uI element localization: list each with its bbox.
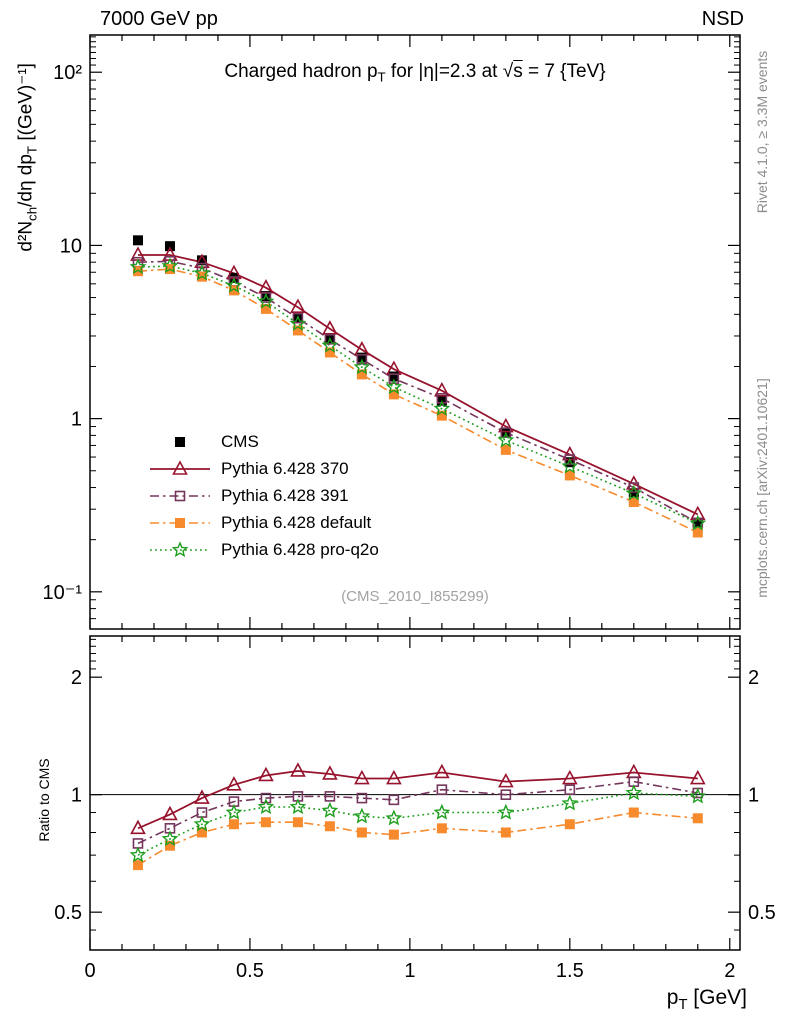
title-text: Charged hadron p — [224, 61, 378, 82]
legend-label-pythia-pro-q2o: Pythia 6.428 pro-q2o — [221, 539, 379, 559]
legend-label-cms: CMS — [221, 431, 259, 451]
legend-item-pythia-370: Pythia 6.428 370 — [148, 455, 379, 482]
legend-label-pythia-370: Pythia 6.428 370 — [221, 458, 349, 478]
svg-text:1.5: 1.5 — [556, 960, 584, 982]
pythia-391-marker-icon — [150, 490, 210, 501]
legend-item-cms: CMS — [148, 428, 379, 455]
svg-text:10⁻¹: 10⁻¹ — [43, 582, 83, 604]
svg-text:0.5: 0.5 — [748, 902, 776, 924]
pythia-370-marker-icon — [150, 459, 210, 475]
ratio-y-axis-label: Ratio to CMS — [36, 758, 52, 842]
beam-energy-label: 7000 GeV pp — [100, 8, 218, 30]
svg-text:1: 1 — [404, 960, 415, 982]
x-axis-label: pT [GeV] — [666, 986, 747, 1014]
legend-item-pythia-pro-q2o: Pythia 6.428 pro-q2o — [148, 536, 379, 563]
svg-text:2: 2 — [748, 667, 759, 689]
svg-text:1: 1 — [71, 409, 82, 431]
event-class-label: NSD — [701, 8, 744, 30]
rivet-version-note: Rivet 4.1.0, ≥ 3.3M events — [754, 50, 770, 214]
svg-text:10²: 10² — [53, 62, 82, 84]
analysis-id-watermark: (CMS_2010_I855299) — [341, 588, 489, 605]
legend-item-pythia-391: Pythia 6.428 391 — [148, 482, 379, 509]
cms-marker-icon — [175, 436, 185, 447]
legend-item-pythia-default: Pythia 6.428 default — [148, 509, 379, 536]
svg-text:10: 10 — [60, 235, 82, 257]
svg-text:2: 2 — [724, 960, 735, 982]
mcplots-arxiv-note: mcplots.cern.ch [arXiv:2401.10621] — [754, 378, 770, 598]
svg-text:0.5: 0.5 — [54, 902, 82, 924]
legend-label-pythia-391: Pythia 6.428 391 — [221, 485, 349, 505]
pythia-default-marker-icon — [150, 517, 210, 528]
svg-text:0: 0 — [84, 960, 95, 982]
svg-text:0.5: 0.5 — [236, 960, 264, 982]
svg-text:1: 1 — [71, 785, 82, 807]
svg-text:1: 1 — [748, 785, 759, 807]
svg-text:2: 2 — [71, 667, 82, 689]
pythia-pro-q2o-marker-icon — [150, 540, 210, 557]
main-y-axis-label: d²Nch/dη dpT [(GeV)⁻¹] — [15, 63, 40, 252]
plot-title: Charged hadron pT for |η|=2.3 at √s = 7 … — [224, 61, 606, 85]
legend-label-pythia-default: Pythia 6.428 default — [221, 512, 372, 532]
legend: CMS Pythia 6.428 370 Pythia 6.428 391 Py… — [148, 428, 379, 563]
